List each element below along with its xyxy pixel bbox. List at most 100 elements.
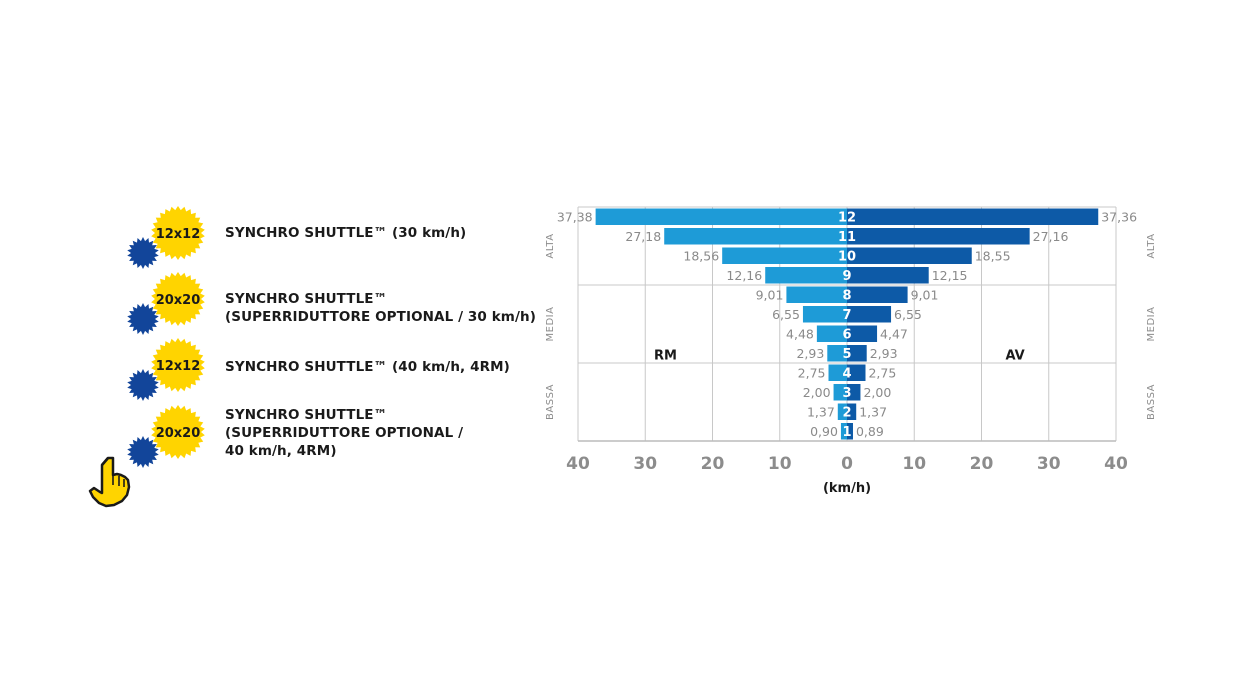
bar-rm bbox=[802, 306, 847, 323]
gear-label: 4 bbox=[842, 366, 851, 381]
x-tick-label: 30 bbox=[633, 454, 657, 474]
data-label-rm: 37,38 bbox=[557, 209, 593, 224]
group-label-right: MEDIA bbox=[1146, 307, 1157, 342]
bar-av bbox=[847, 228, 1030, 245]
option-label-line: 40 km/h, 4RM) bbox=[225, 443, 337, 459]
transmission-options: 12x12 SYNCHRO SHUTTLE™ (30 km/h) 20x20 SYNC… bbox=[0, 0, 560, 699]
av-label: AV bbox=[1006, 348, 1025, 363]
bar-av bbox=[847, 384, 861, 401]
data-label-av: 2,75 bbox=[868, 365, 896, 380]
group-label-left: BASSA bbox=[545, 384, 556, 420]
data-label-rm: 9,01 bbox=[756, 287, 784, 302]
x-tick-label: 10 bbox=[902, 454, 926, 474]
x-tick-label: 40 bbox=[566, 454, 590, 474]
gear-label: 8 bbox=[842, 288, 851, 303]
transmission-option-1[interactable]: 12x12 SYNCHRO SHUTTLE™ (30 km/h) bbox=[0, 206, 560, 276]
gear-badge-icon: 12x12 bbox=[127, 206, 205, 269]
gear-badge-icon: 12x12 bbox=[127, 338, 205, 401]
data-label-rm: 6,55 bbox=[772, 307, 800, 322]
gear-label: 6 bbox=[842, 327, 851, 342]
badge-label: 12x12 bbox=[156, 227, 201, 242]
bar-av bbox=[847, 325, 878, 342]
bar-rm bbox=[827, 345, 847, 362]
gear-label: 5 bbox=[842, 347, 851, 362]
x-tick-label: 10 bbox=[768, 454, 792, 474]
data-label-rm: 2,75 bbox=[798, 365, 826, 380]
bar-av bbox=[847, 403, 857, 420]
data-label-av: 0,89 bbox=[856, 424, 884, 439]
transmission-option-3[interactable]: 12x12 SYNCHRO SHUTTLE™ (40 km/h, 4RM) bbox=[0, 338, 560, 408]
option-label-line: (SUPERRIDUTTORE OPTIONAL / 30 km/h) bbox=[225, 309, 536, 325]
data-label-rm: 18,56 bbox=[683, 248, 719, 263]
gear-badge-icon: 20x20 bbox=[127, 272, 205, 335]
option-label: SYNCHRO SHUTTLE™ (SUPERRIDUTTORE OPTIONAL… bbox=[225, 290, 536, 326]
x-tick-label: 0 bbox=[841, 454, 853, 474]
bar-rm bbox=[722, 247, 847, 264]
gear-label: 2 bbox=[842, 405, 851, 420]
gear-label: 12 bbox=[838, 210, 856, 225]
option-label-line: SYNCHRO SHUTTLE™ (30 km/h) bbox=[225, 225, 467, 241]
option-label-line: SYNCHRO SHUTTLE™ (40 km/h, 4RM) bbox=[225, 359, 510, 375]
gear-label: 11 bbox=[838, 230, 856, 245]
option-label-line: SYNCHRO SHUTTLE™ bbox=[225, 407, 388, 423]
data-label-av: 27,16 bbox=[1033, 229, 1069, 244]
option-label: SYNCHRO SHUTTLE™ (40 km/h, 4RM) bbox=[225, 358, 510, 376]
gear-label: 1 bbox=[842, 425, 851, 440]
data-label-av: 4,47 bbox=[880, 326, 908, 341]
x-tick-label: 30 bbox=[1037, 454, 1061, 474]
bar-rm bbox=[786, 286, 847, 303]
badge-label: 20x20 bbox=[156, 293, 201, 308]
bar-rm bbox=[765, 267, 847, 284]
gear-label: 3 bbox=[842, 386, 851, 401]
option-label-line: (SUPERRIDUTTORE OPTIONAL / bbox=[225, 425, 464, 441]
data-label-rm: 2,00 bbox=[803, 385, 831, 400]
bar-av bbox=[847, 247, 972, 264]
bar-rm bbox=[664, 228, 847, 245]
gear-badge-icon: 20x20 bbox=[127, 405, 205, 468]
group-label-left: MEDIA bbox=[545, 307, 556, 342]
transmission-option-4[interactable]: 20x20 SYNCHRO SHUTTLE™ (SUPERRIDUTTORE OPT… bbox=[0, 405, 560, 475]
option-label: SYNCHRO SHUTTLE™ (30 km/h) bbox=[225, 224, 466, 242]
data-label-av: 2,93 bbox=[870, 346, 898, 361]
data-label-rm: 12,16 bbox=[726, 268, 762, 283]
data-label-av: 12,15 bbox=[932, 268, 968, 283]
data-label-av: 18,55 bbox=[975, 248, 1011, 263]
bar-av bbox=[847, 345, 867, 362]
bar-av bbox=[847, 267, 929, 284]
data-label-av: 6,55 bbox=[894, 307, 922, 322]
x-axis-label: (km/h) bbox=[823, 481, 871, 496]
data-label-rm: 27,18 bbox=[625, 229, 661, 244]
x-tick-label: 40 bbox=[1104, 454, 1128, 474]
badge-label: 12x12 bbox=[156, 359, 201, 374]
group-label-left: ALTA bbox=[545, 233, 556, 258]
bar-rm bbox=[828, 364, 847, 381]
bar-rm bbox=[833, 384, 847, 401]
bar-rm bbox=[595, 208, 847, 225]
bar-rm bbox=[816, 325, 847, 342]
group-label-right: ALTA bbox=[1146, 233, 1157, 258]
data-label-rm: 4,48 bbox=[786, 326, 814, 341]
x-tick-label: 20 bbox=[970, 454, 994, 474]
option-label-line: SYNCHRO SHUTTLE™ bbox=[225, 291, 388, 307]
rm-label: RM bbox=[654, 348, 677, 363]
bar-av bbox=[847, 423, 853, 440]
hand-pointer-icon bbox=[88, 456, 131, 508]
data-label-av: 9,01 bbox=[911, 287, 939, 302]
bar-av bbox=[847, 306, 892, 323]
transmission-option-2[interactable]: 20x20 SYNCHRO SHUTTLE™ (SUPERRIDUTTORE OPT… bbox=[0, 272, 560, 342]
bar-rm bbox=[840, 423, 847, 440]
x-tick-label: 20 bbox=[701, 454, 725, 474]
gear-label: 10 bbox=[838, 249, 856, 264]
data-label-av: 2,00 bbox=[863, 385, 891, 400]
option-label: SYNCHRO SHUTTLE™ (SUPERRIDUTTORE OPTIONAL… bbox=[225, 406, 463, 460]
data-label-rm: 2,93 bbox=[796, 346, 824, 361]
badge-label: 20x20 bbox=[156, 426, 201, 441]
bar-av bbox=[847, 208, 1099, 225]
bar-av bbox=[847, 286, 908, 303]
gear-label: 9 bbox=[842, 269, 851, 284]
data-label-av: 37,36 bbox=[1101, 209, 1137, 224]
group-label-right: BASSA bbox=[1146, 384, 1157, 420]
data-label-av: 1,37 bbox=[859, 404, 887, 419]
data-label-rm: 0,90 bbox=[810, 424, 838, 439]
